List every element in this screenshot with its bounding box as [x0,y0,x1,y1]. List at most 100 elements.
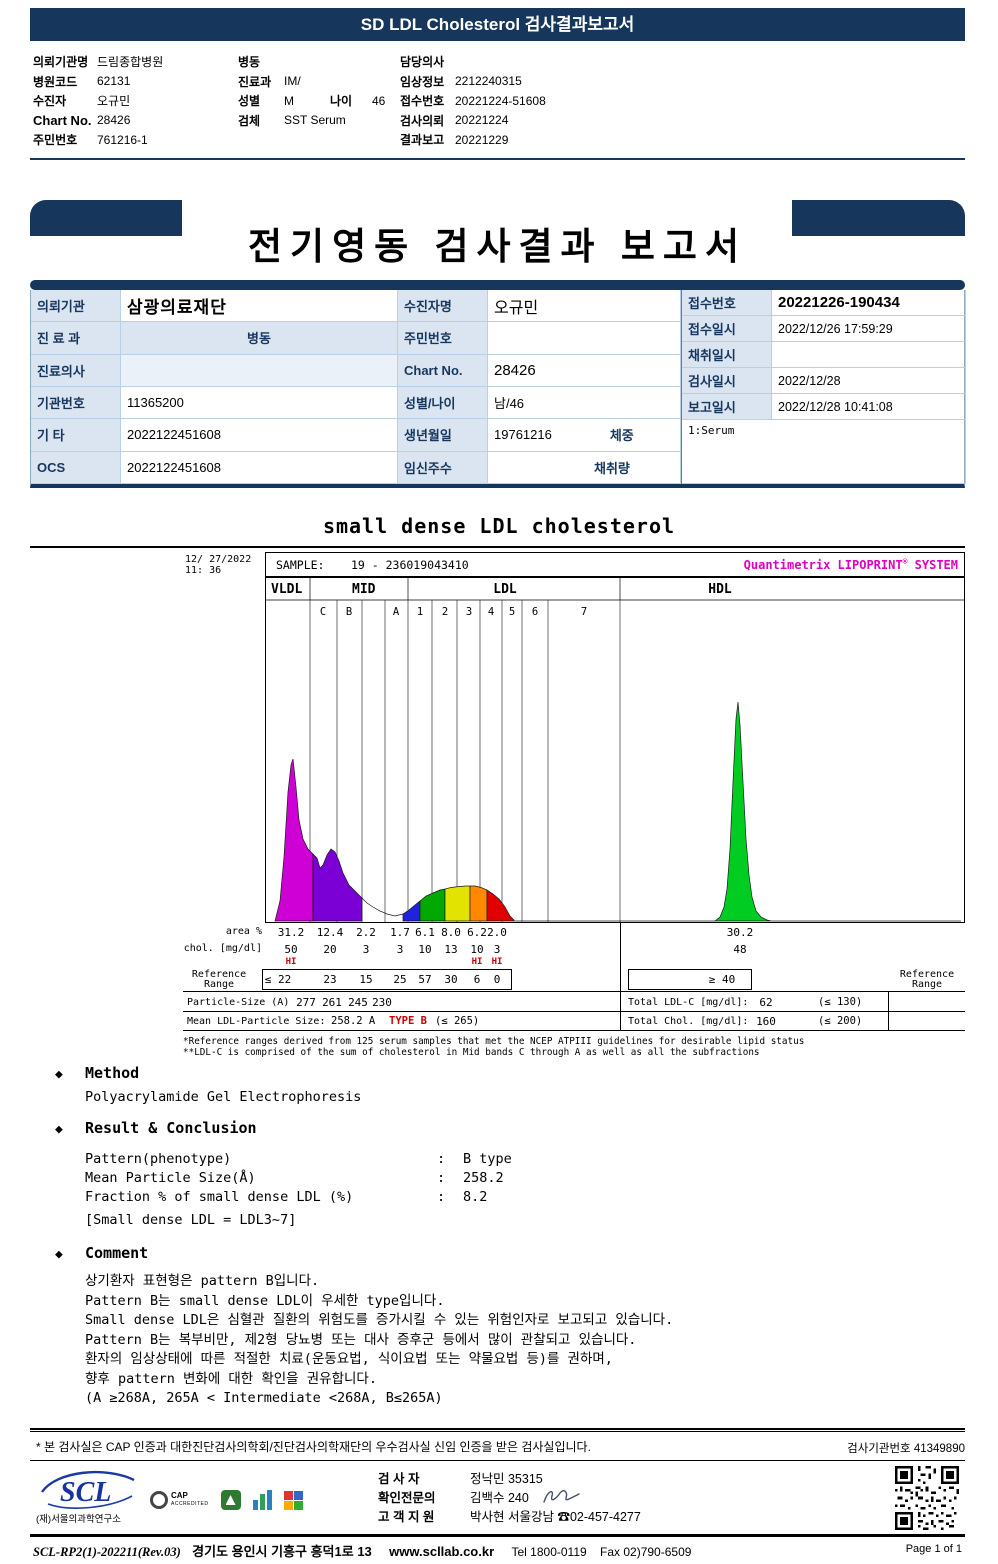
ref-value: 30 [444,973,458,986]
method-title: Method [85,1064,140,1082]
footer-thick-line [30,1534,965,1537]
lane-label: A [393,606,400,618]
brand-text: Quantimetrix LIPOPRINT [743,558,903,572]
lane-label: 6 [532,606,538,618]
ref-value: 6 [473,973,481,986]
staff-label: 확인전문의 [378,1491,436,1505]
cap-roundel-icon [150,1490,168,1509]
certification-logos: CAP ACCREDITED [150,1490,303,1510]
patient-info-col2: 병동 진료과 IM/ 성별 M 나이 46 검체 SST Serum [238,52,385,130]
cell-label: 접수일시 [682,316,772,343]
brand-system-text: SYSTEM [907,558,958,572]
area-value: 2.2 [356,926,376,939]
cell-value [772,342,966,369]
result-item: Pattern(phenotype): B type [85,1151,965,1170]
sample-amount-label: 채취량 [594,460,630,476]
result-item: Mean Particle Size(Å): 258.2 [85,1170,965,1189]
area-value: 31.2 [277,926,305,939]
table-line [183,991,965,992]
mean-particle-value: 258.2 A [331,1015,376,1027]
gel-curve-svg: VLDL MID LDL HDL C B A 1 2 3 4 5 6 7 [265,577,965,923]
result-label: Mean Particle Size(Å) [85,1170,256,1186]
scl-wordmark: SCL [60,1477,111,1508]
staff-label: 검 사 자 [378,1472,420,1486]
staff-value: 정낙민 35315 [470,1472,543,1486]
row-label: area % [225,926,262,937]
ref-value: 23 [323,973,337,986]
result-heading: ◆ Result & Conclusion [55,1119,965,1139]
field-value: M [284,93,294,108]
cell-label: 생년월일 [398,419,488,452]
hi-flag: HI [285,957,297,967]
area-value: 12.4 [316,926,344,939]
accredited-text: ACCREDITED [171,1500,209,1507]
qr-code [895,1466,959,1530]
cell-value: 삼광의료재단 [121,290,398,323]
header-corner-right [792,200,965,236]
lipoprint-brand: Quantimetrix LIPOPRINT® SYSTEM [744,557,958,572]
ref-value: 0 [493,973,501,986]
comment-line: (A ≥268A, 265A < Intermediate <268A, B≤2… [85,1390,443,1406]
field-label: 주민번호 [33,133,78,148]
lab-address: 경기도 용인시 기흥구 흥덕1로 13 [192,1544,372,1559]
report-title: 전기영동 검사결과 보고서 [248,226,747,267]
field-label: 검사의뢰 [400,113,445,128]
sample-label: SAMPLE: [276,558,325,572]
result-note: [Small dense LDL = LDL3~7] [85,1212,297,1228]
report-top-title: SD LDL Cholesterol 검사결과보고서 [360,15,635,34]
chol-value: 3 [362,943,370,956]
sample-value: 19 - 236019043410 [351,558,469,572]
interpretation-section: ◆ Method Polyacrylamide Gel Electrophores… [55,1064,965,1409]
ref-value: 15 [359,973,373,986]
cap-accredited-logo: CAP ACCREDITED [150,1490,209,1509]
order-info-left: 의뢰기관 삼광의료재단 수진자명 오규민 진 료 과 병동 주민번호 진료의사 … [31,290,681,484]
patient-row: 의뢰기관명 드림종합병원 [33,52,163,72]
range-word: Range [203,979,235,990]
ref-value: 25 [393,973,407,986]
chol-value: 10 [418,943,432,956]
field-label: 나이 [330,94,353,109]
scl-logo: SCL (재)서울의과학연구소 [36,1468,146,1525]
lab-fax: Fax 02)790-6509 [600,1545,692,1559]
order-info-right: 접수번호 20221226-190434 접수일시 2022/12/26 17:… [681,290,966,484]
particle-size-row: Particle-Size (A) 277 261 245 230 Total … [183,994,965,1011]
scl-subtitle: (재)서울의과학연구소 [36,1514,121,1525]
chart-footnote-1: *Reference ranges derived from 125 serum… [183,1036,805,1047]
cell-label: 기 타 [31,419,121,452]
eqa-cert-logo-icon [252,1490,272,1510]
result-items: Pattern(phenotype): B type Mean Particle … [85,1151,965,1208]
field-value: 20221224-51608 [455,93,546,108]
comment-line: Pattern B는 복부비만, 제2형 당뇨병 또는 대사 증후군 등에서 많… [85,1331,637,1348]
patient-row: 결과보고 20221229 [400,130,546,150]
cert-grid-logo-icon [283,1490,303,1510]
comment-heading: ◆ Comment [55,1244,965,1264]
field-label: 담당의사 [400,55,445,70]
patient-row: 진료과 IM/ [238,72,385,92]
chart-date: 12/ 27/2022 [185,554,252,565]
field-value: SST Serum [284,113,346,128]
diamond-bullet-icon: ◆ [55,1067,63,1082]
reference-word: Reference [191,969,247,980]
phenotype-flag: TYPE B [389,1015,427,1027]
particle-size-value: 261 [322,996,342,1009]
lane-label: 5 [509,606,515,618]
patient-row: 수진자 오규민 [33,91,163,111]
cell-value: 2022/12/28 [772,368,966,395]
row-label: chol. [mg/dl] [183,943,262,954]
result-value: 258.2 [463,1170,504,1186]
mean-particle-ref: (≤ 265) [435,1015,480,1027]
total-ldlc-value: 62 [759,996,773,1009]
chart-footnote-2: **LDL-C is comprised of the sum of chole… [183,1047,760,1058]
method-body: Polyacrylamide Gel Electrophoresis [85,1089,362,1105]
signature-icon [543,1489,580,1503]
range-word: Range [911,979,943,990]
row-label: Particle-Size (A) [187,997,290,1008]
comment-line: 환자의 임상상태에 따른 적절한 치료(운동요법, 식이요법 또는 약물요법 등… [85,1351,613,1367]
group-label-ldl: LDL [493,582,517,597]
ref-value: ≤ 22 [264,973,292,986]
field-value: 46 [372,93,386,108]
cell-label: 채취일시 [682,342,772,369]
total-chol-ref: (≤ 200) [818,1015,863,1027]
cell-label: 검사일시 [682,368,772,395]
result-title: Result & Conclusion [85,1119,257,1137]
